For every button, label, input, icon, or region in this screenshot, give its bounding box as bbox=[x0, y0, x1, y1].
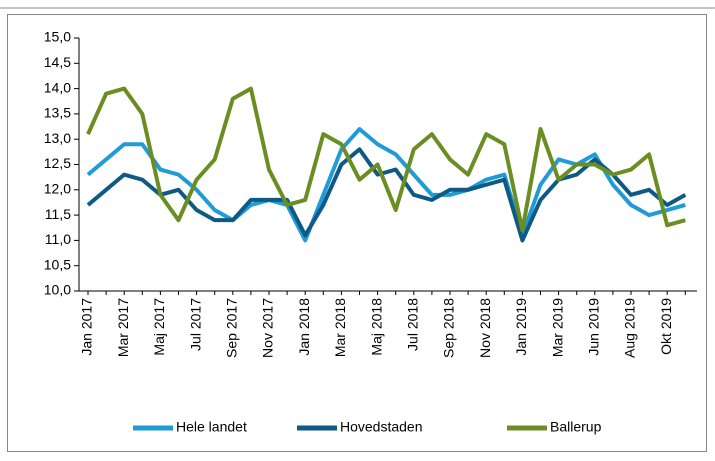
y-tick-label: 12,5 bbox=[44, 155, 71, 171]
x-tick-label: Mar 2019 bbox=[549, 298, 565, 357]
y-tick-label: 13,5 bbox=[44, 105, 71, 121]
y-tick-label: 14,0 bbox=[44, 79, 71, 95]
y-tick-label: 13,0 bbox=[44, 130, 71, 146]
x-tick-label: Nov 2017 bbox=[260, 298, 276, 358]
x-tick-label: Mar 2018 bbox=[332, 298, 348, 357]
series-line bbox=[86, 127, 686, 243]
x-tick-label: Mar 2017 bbox=[115, 298, 131, 357]
legend-label: Ballerup bbox=[550, 419, 602, 435]
legend-label: Hele landet bbox=[176, 419, 247, 435]
x-tick-label: Jan 2018 bbox=[296, 298, 312, 356]
x-tick-label: Nov 2018 bbox=[477, 298, 493, 358]
x-tick-label: Okt 2019 bbox=[658, 298, 674, 355]
x-tick-label: Maj 2018 bbox=[368, 298, 384, 356]
x-tick-label: Sep 2018 bbox=[441, 298, 457, 358]
y-tick-label: 10,0 bbox=[44, 282, 71, 298]
y-tick-label: 11,5 bbox=[45, 206, 71, 222]
series-line bbox=[86, 86, 686, 233]
x-tick-label: Jan 2017 bbox=[79, 298, 95, 356]
x-tick-label: Jul 2018 bbox=[405, 298, 421, 351]
x-tick-label: Sep 2017 bbox=[224, 298, 240, 358]
x-tick-label: Jul 2017 bbox=[187, 298, 203, 351]
x-tick-label: Aug 2019 bbox=[622, 298, 638, 358]
y-tick-label: 15,0 bbox=[44, 29, 71, 45]
y-tick-label: 12,0 bbox=[44, 181, 71, 197]
legend-label: Hovedstaden bbox=[340, 419, 423, 435]
y-tick-label: 10,5 bbox=[44, 256, 71, 272]
y-tick-label: 14,5 bbox=[44, 54, 71, 70]
chart-frame bbox=[7, 14, 707, 452]
y-tick-label: 11,0 bbox=[45, 231, 71, 247]
x-tick-label: Jun 2019 bbox=[586, 298, 602, 356]
x-tick-label: Jan 2019 bbox=[513, 298, 529, 356]
x-tick-label: Maj 2017 bbox=[151, 298, 167, 356]
